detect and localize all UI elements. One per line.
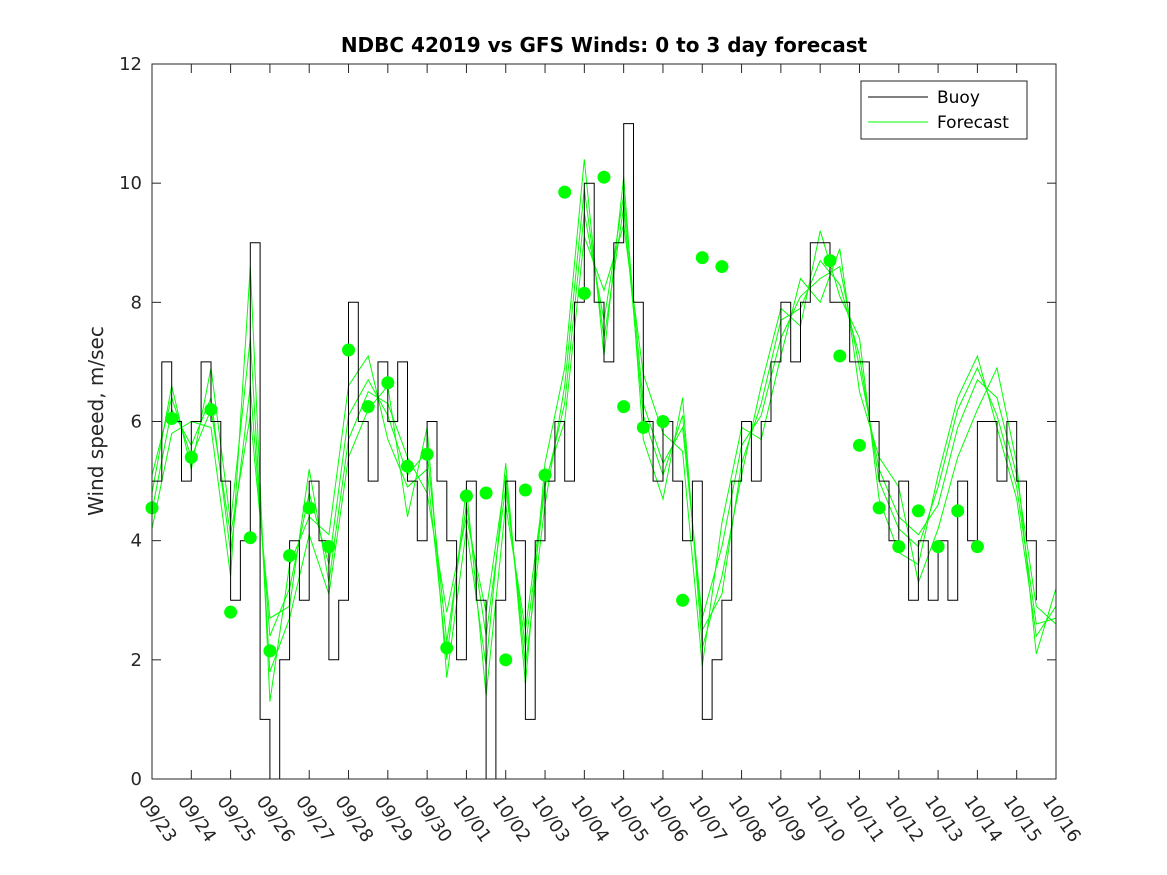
forecast-markers-group [145, 170, 984, 667]
forecast-marker [538, 468, 552, 482]
x-tick-label: 10/15 [999, 792, 1046, 847]
forecast-marker [518, 483, 532, 497]
forecast-marker [833, 349, 847, 363]
forecast-marker [420, 447, 434, 461]
forecast-marker [342, 343, 356, 357]
y-tick-label: 12 [119, 54, 142, 75]
forecast-marker [617, 400, 631, 414]
x-tick-label: 10/09 [763, 792, 810, 847]
x-tick-label: 10/04 [566, 792, 613, 847]
forecast-marker [892, 540, 906, 554]
forecast-marker [283, 549, 297, 563]
forecast-marker [577, 286, 591, 300]
forecast-marker [322, 540, 336, 554]
forecast-marker [361, 400, 375, 414]
forecast-marker [558, 185, 572, 199]
legend-buoy-label: Buoy [937, 88, 980, 108]
forecast-marker [911, 504, 925, 518]
forecast-marker [656, 415, 670, 428]
forecast-marker [243, 531, 257, 545]
x-tick-label: 10/16 [1038, 792, 1085, 847]
forecast-marker [499, 653, 513, 667]
buoy-series-group [152, 123, 1037, 780]
x-tick-label: 10/07 [684, 792, 731, 847]
x-tick-label: 10/01 [448, 792, 495, 847]
forecast-marker [715, 260, 729, 274]
forecast-marker [459, 489, 473, 503]
buoy-line [152, 123, 1037, 780]
forecast-marker [676, 593, 690, 607]
forecast-marker [597, 170, 611, 184]
x-tick-label: 10/08 [723, 792, 770, 847]
forecast-marker [951, 504, 965, 518]
x-tick-label: 09/28 [330, 792, 377, 847]
x-tick-label: 10/10 [802, 792, 849, 847]
forecast-marker [823, 254, 837, 268]
forecast-marker [224, 605, 238, 619]
x-tick-label: 10/14 [959, 792, 1006, 847]
chart-title: NDBC 42019 vs GFS Winds: 0 to 3 day fore… [341, 33, 868, 57]
x-tick-label: 10/12 [881, 792, 928, 847]
x-tick-label: 10/02 [488, 792, 535, 847]
forecast-marker [381, 376, 395, 390]
legend: Buoy Forecast [860, 80, 1028, 140]
x-tick-label: 10/05 [606, 792, 653, 847]
forecast-marker [184, 450, 198, 464]
x-tick-label: 09/29 [370, 792, 417, 847]
y-tick-label: 2 [131, 650, 142, 671]
forecast-marker [852, 438, 866, 452]
x-tick-label: 10/13 [920, 792, 967, 847]
forecast-marker [165, 412, 179, 426]
forecast-marker [479, 486, 493, 500]
x-tick-label: 09/25 [213, 792, 260, 847]
y-axis-label: Wind speed, m/sec [84, 326, 108, 516]
y-tick-label: 10 [119, 173, 142, 194]
forecast-marker [302, 501, 316, 515]
y-tick-label: 8 [131, 292, 142, 313]
forecast-marker [263, 644, 277, 658]
x-tick-label: 10/03 [527, 792, 574, 847]
y-tick-label: 6 [131, 412, 142, 433]
y-tick-label: 4 [131, 531, 142, 552]
forecast-marker [400, 459, 414, 473]
y-axis: 0 2 4 6 8 10 12 [119, 54, 1056, 790]
legend-forecast-label: Forecast [937, 113, 1009, 133]
x-tick-label: 10/11 [841, 792, 888, 847]
x-tick-label: 09/30 [409, 792, 456, 847]
legend-box [860, 80, 1028, 140]
x-tick-label: 09/23 [134, 792, 181, 847]
x-tick-label: 10/06 [645, 792, 692, 847]
forecast-line-3 [151, 224, 1057, 702]
forecast-marker [970, 540, 984, 554]
forecast-marker [636, 420, 650, 434]
forecast-marker [872, 501, 886, 515]
forecast-marker [440, 641, 454, 655]
x-tick-label: 09/26 [252, 792, 299, 847]
x-tick-label: 09/24 [173, 792, 220, 847]
x-tick-label: 09/27 [291, 792, 338, 847]
forecast-marker [204, 403, 218, 417]
forecast-marker [695, 251, 709, 265]
y-tick-label: 0 [131, 769, 142, 790]
forecast-marker [931, 540, 945, 554]
